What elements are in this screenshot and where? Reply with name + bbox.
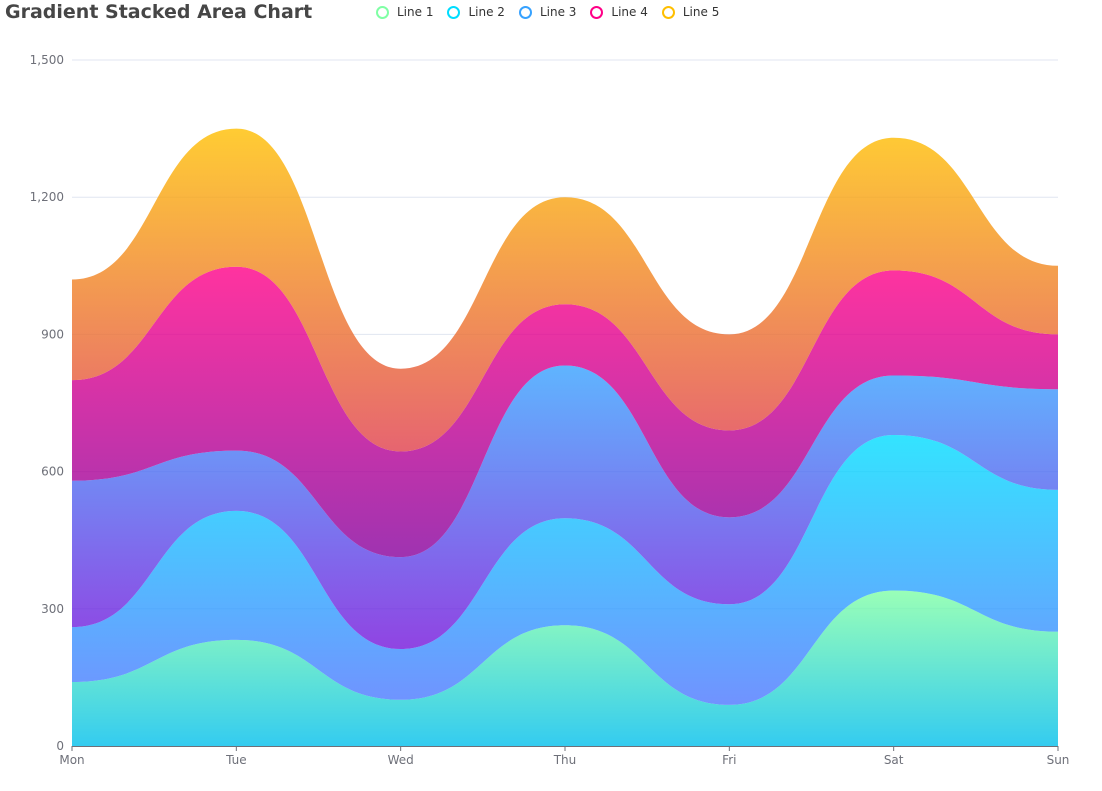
legend-label: Line 1 <box>397 5 434 19</box>
legend-circle-icon <box>518 5 532 19</box>
y-tick-label: 900 <box>41 327 64 341</box>
x-tick-label: Wed <box>388 753 414 767</box>
x-tick-label: Fri <box>722 753 736 767</box>
legend-circle-icon <box>661 5 675 19</box>
area-series-line-3[interactable] <box>72 365 1058 650</box>
x-tick-label: Sat <box>884 753 904 767</box>
area-series-line-1[interactable] <box>72 590 1058 746</box>
legend-item-line-4[interactable]: Line 4 <box>590 5 648 19</box>
legend-circle-icon <box>376 5 389 19</box>
y-tick-label: 1,200 <box>30 190 64 204</box>
stacked-areas <box>72 128 1058 746</box>
x-tick-label: Thu <box>553 753 577 767</box>
area-series-line-4[interactable] <box>72 266 1058 558</box>
axes: 0 300 600 900 1,200 1,500 Mon Tue Wed Thu Fri Sat Su… <box>30 53 1070 767</box>
legend-item-line-2[interactable]: Line 2 <box>447 5 505 19</box>
legend-item-line-3[interactable]: Line 3 <box>518 5 577 19</box>
x-tick-label: Tue <box>225 753 247 767</box>
y-tick-label: 300 <box>41 602 64 616</box>
chart-title: Gradient Stacked Area Chart <box>5 1 313 23</box>
y-tick-label: 1,500 <box>30 53 64 67</box>
legend-item-line-1[interactable]: Line 1 <box>376 5 433 19</box>
area-series-line-2[interactable] <box>72 435 1058 705</box>
x-tick-label: Sun <box>1047 753 1070 767</box>
x-tick-label: Mon <box>59 753 84 767</box>
legend-item-line-5[interactable]: Line 5 <box>661 5 720 19</box>
legend-label: Line 2 <box>468 5 505 19</box>
area-series-line-5[interactable] <box>72 128 1058 452</box>
legend-label: Line 4 <box>611 5 648 19</box>
y-tick-label: 600 <box>41 465 64 479</box>
legend-label: Line 3 <box>539 5 577 19</box>
legend-circle-icon <box>447 5 461 19</box>
y-tick-label: 0 <box>56 739 64 753</box>
legend-label: Line 5 <box>682 5 720 19</box>
legend: Line 1 Line 2 Line 3 Line 4 Line 5 <box>376 2 733 22</box>
legend-circle-icon <box>590 5 604 19</box>
